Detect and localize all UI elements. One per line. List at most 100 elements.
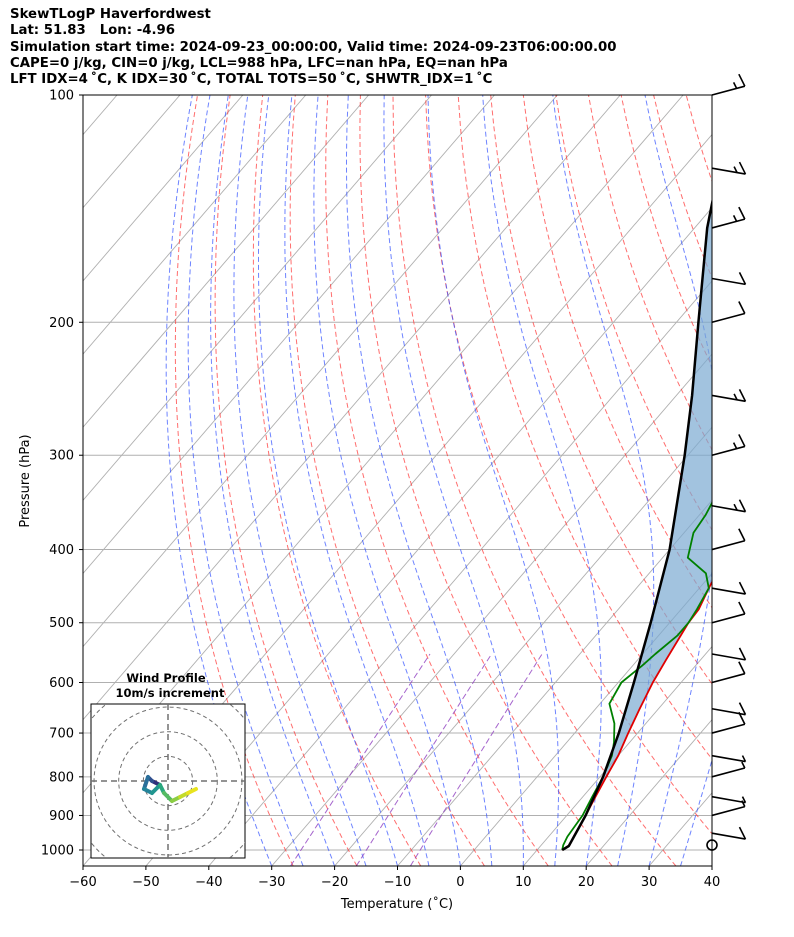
- calm-circle: [706, 839, 718, 851]
- y-tick-label: 500: [49, 616, 74, 631]
- barb-staff: [711, 795, 746, 804]
- barb-flag: [738, 528, 746, 542]
- isotherm: [648, 792, 712, 866]
- wind-barb: [711, 388, 747, 403]
- dry-adiabat: [555, 95, 712, 531]
- wind-barb: [711, 434, 746, 457]
- barb-half-flag: [732, 214, 738, 222]
- wind-barb: [711, 800, 746, 817]
- inset-title: Wind Profile: [126, 671, 206, 685]
- barb-half-flag: [741, 761, 746, 769]
- isotherm: [145, 207, 712, 866]
- wind-barb: [711, 601, 746, 624]
- wind-barb: [711, 826, 747, 840]
- dry-adiabat: [392, 95, 677, 866]
- parcel-line: [561, 197, 712, 852]
- barb-staff: [711, 312, 746, 324]
- barb-half-flag: [741, 800, 746, 808]
- barb-staff: [711, 672, 746, 684]
- wind-barb: [711, 161, 747, 175]
- wind-barb: [711, 499, 747, 513]
- chart-header: SkewTLogP Haverfordwest Lat: 51.83 Lon: …: [10, 7, 617, 88]
- y-tick-label: 200: [49, 316, 74, 331]
- moist-adiabat: [258, 95, 398, 866]
- wind-barb: [711, 795, 747, 804]
- x-tick-label: −60: [69, 875, 96, 890]
- barb-flag: [738, 499, 747, 513]
- x-tick-label: 20: [578, 875, 595, 890]
- x-axis-label: Temperature (˚C): [340, 896, 453, 912]
- barb-half-flag: [732, 442, 738, 449]
- x-tick-label: 40: [704, 875, 721, 890]
- isotherm: [83, 95, 307, 355]
- dewpoint-line: [561, 500, 712, 851]
- moist-adiabat: [210, 95, 336, 866]
- barb-staff: [711, 587, 746, 595]
- isotherm: [83, 95, 621, 721]
- stability-parameters-line: CAPE=0 j/kg, CIN=0 j/kg, LCL=988 hPa, LF…: [10, 55, 508, 71]
- x-tick-label: −30: [258, 875, 285, 890]
- dry-adiabat: [359, 95, 613, 866]
- barb-staff: [711, 445, 746, 457]
- temperature-line: [561, 580, 712, 851]
- wind-barb: [711, 73, 746, 96]
- barb-flag: [738, 601, 746, 615]
- mixing-ratio-line: [409, 653, 543, 866]
- wind-barb: [706, 839, 718, 851]
- mixing-ratio-line: [290, 653, 431, 866]
- barb-half-flag: [733, 393, 738, 401]
- moist-adiabat: [711, 864, 712, 866]
- dry-adiabat: [751, 95, 794, 866]
- wind-barbs: [706, 73, 747, 851]
- moist-adiabat: [346, 95, 493, 866]
- barb-half-flag: [741, 755, 747, 762]
- barb-flag: [738, 388, 747, 402]
- y-tick-label: 400: [49, 543, 74, 558]
- barb-flag: [738, 826, 747, 840]
- dry-adiabat: [457, 95, 712, 760]
- stability-indices-line: LFT IDX=4 ˚C, K IDX=30 ˚C, TOTAL TOTS=50…: [10, 72, 493, 88]
- isotherm: [334, 426, 712, 866]
- inset-subtitle: 10m/s increment: [116, 686, 225, 700]
- simulation-time-line: Simulation start time: 2024-09-23_00:00:…: [10, 39, 617, 55]
- barb-staff: [711, 805, 746, 817]
- chart-title: SkewTLogP Haverfordwest: [10, 7, 211, 22]
- hodograph-inset: Wind Profile 10m/s increment: [90, 671, 246, 859]
- barb-staff: [711, 167, 746, 175]
- y-tick-label: 1000: [41, 844, 74, 859]
- location-line: Lat: 51.83 Lon: -4.96: [10, 23, 176, 39]
- y-tick-label: 900: [49, 809, 74, 824]
- isotherm: [83, 95, 370, 428]
- isotherm: [83, 95, 244, 282]
- isotherm: [711, 865, 712, 866]
- barb-flag: [738, 161, 747, 175]
- moist-adiabat: [644, 95, 712, 866]
- barb-staff: [711, 394, 746, 403]
- hodograph-segment: [142, 775, 150, 791]
- wind-barb: [711, 301, 746, 324]
- moist-adiabat: [482, 95, 602, 866]
- y-tick-label: 300: [49, 449, 74, 464]
- barb-flag: [738, 73, 746, 87]
- wind-barb: [711, 581, 747, 595]
- wind-barb: [711, 761, 746, 778]
- barb-staff: [711, 504, 746, 513]
- wind-barb: [711, 702, 747, 716]
- x-tick-label: −20: [321, 875, 348, 890]
- dry-adiabat: [174, 95, 294, 866]
- wind-barb: [711, 711, 746, 734]
- cin-shading: [568, 203, 712, 846]
- dry-adiabat: [588, 95, 712, 451]
- barb-staff: [711, 539, 746, 551]
- dry-adiabat: [289, 95, 485, 866]
- moist-adiabat: [233, 95, 367, 866]
- moist-adiabat: [165, 95, 273, 866]
- wind-barb: [711, 647, 747, 661]
- x-tick-label: −50: [132, 875, 159, 890]
- wind-barb: [711, 272, 747, 286]
- moist-adiabat: [383, 95, 524, 866]
- barb-staff: [711, 723, 746, 734]
- barb-flag: [738, 272, 747, 285]
- y-axis-label: Pressure (hPa): [18, 434, 33, 527]
